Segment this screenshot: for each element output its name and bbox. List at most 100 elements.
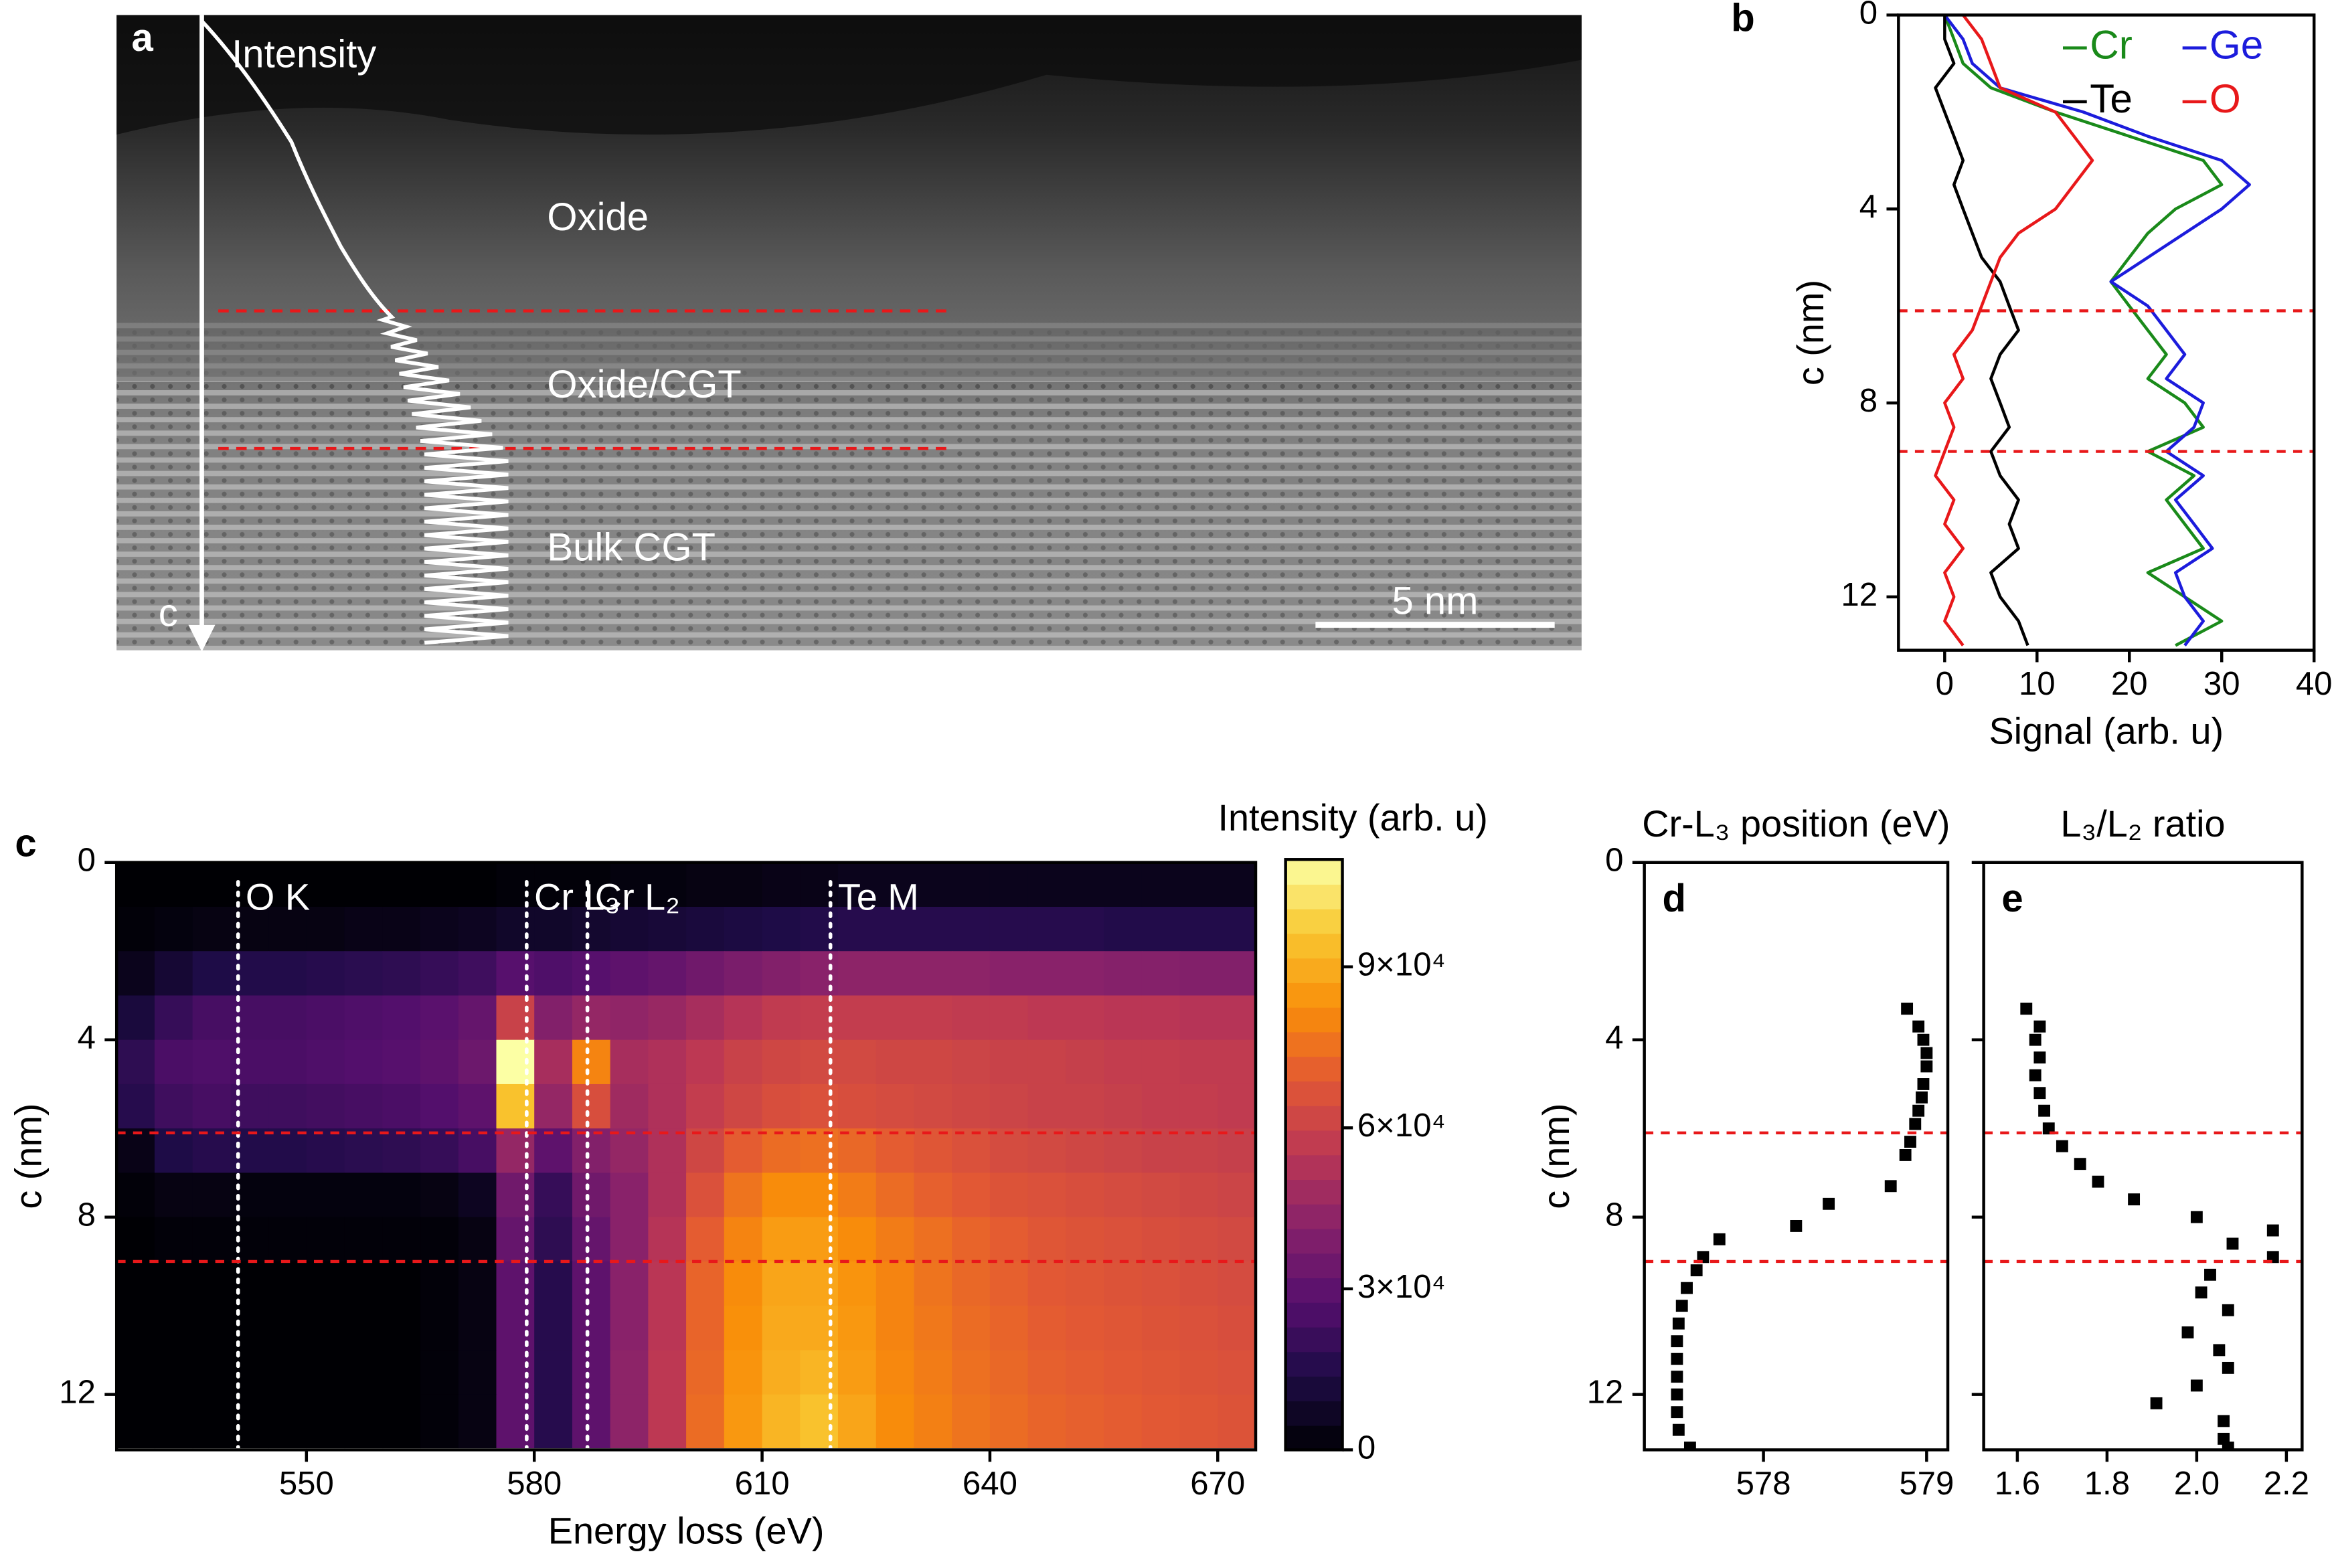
heatmap-cell [1141, 1128, 1181, 1174]
heatmap-cell [458, 1128, 497, 1174]
point [2195, 1286, 2208, 1299]
heatmap-cell [686, 1128, 725, 1174]
heatmap-cell [1104, 1350, 1143, 1395]
heatmap-cell [762, 1350, 801, 1395]
point [2029, 1033, 2042, 1046]
heatmap-cell [192, 1172, 232, 1218]
heatmap-cell [648, 1083, 687, 1130]
heatmap-cell [344, 1306, 384, 1351]
heatmap-cell [1066, 862, 1104, 907]
heatmap-cell [382, 1394, 421, 1449]
heatmap-cell [572, 1350, 611, 1395]
heatmap-cell [762, 1128, 801, 1174]
heatmap-cell [268, 995, 307, 1041]
heatmap-cell [420, 951, 459, 996]
colorbar-step [1285, 1203, 1343, 1229]
colorbar-step [1285, 1253, 1343, 1279]
heatmap-cell [458, 1306, 497, 1351]
heatmap-cell [458, 1083, 497, 1130]
heatmap-cell [876, 1350, 915, 1395]
heatmap-cell [1066, 1394, 1104, 1449]
annotation: Oxide/CGT [547, 363, 741, 406]
heatmap-cell [648, 1394, 687, 1449]
x-tick-label: 550 [279, 1466, 334, 1502]
heatmap-cell [1066, 1217, 1104, 1262]
heatmap-cell [306, 1128, 345, 1174]
heatmap-cell [989, 1350, 1029, 1395]
heatmap-cell [989, 1217, 1029, 1262]
heatmap-cell [989, 1394, 1029, 1449]
heatmap-cell [496, 1261, 535, 1307]
point [2190, 1211, 2203, 1223]
point [1790, 1219, 1803, 1232]
heatmap-cell [116, 1350, 155, 1395]
colorbar-step [1285, 958, 1343, 983]
heatmap-cell [496, 862, 535, 907]
heatmap-cell [268, 1306, 307, 1351]
heatmap-cell [914, 1128, 953, 1174]
heatmap-cell [1141, 1261, 1181, 1307]
point [2033, 1087, 2046, 1100]
heatmap-cell [724, 862, 763, 907]
heatmap-cell [192, 1350, 232, 1395]
heatmap-cell [116, 951, 155, 996]
y-tick-label: 8 [1859, 383, 1878, 419]
heatmap-cell [154, 862, 193, 907]
heatmap-cell [989, 1306, 1029, 1351]
heatmap-cell [1027, 1306, 1067, 1351]
heatmap-cell [192, 1306, 232, 1351]
heatmap-cell [762, 995, 801, 1041]
colorbar-label: Intensity (arb. u) [1218, 796, 1487, 839]
heatmap-cell [534, 1128, 573, 1174]
heatmap-cell [420, 1128, 459, 1174]
heatmap-cell [572, 995, 611, 1041]
heatmap-cell [458, 1350, 497, 1395]
heatmap-cell [1104, 906, 1143, 952]
colorbar-step [1285, 859, 1343, 885]
point [1672, 1317, 1685, 1330]
heatmap-cell [496, 1350, 535, 1395]
heatmap-cell [420, 1306, 459, 1351]
heatmap-cell [1179, 906, 1219, 952]
heatmap-cell [458, 951, 497, 996]
heatmap-cell [496, 1217, 535, 1262]
heatmap-cell [952, 1261, 991, 1307]
colorbar-tick-label: 9×10⁴ [1357, 947, 1446, 983]
heatmap-cell [1066, 906, 1104, 952]
heatmap-cell [686, 1217, 725, 1262]
y-tick-label: 4 [1605, 1020, 1623, 1056]
axes-frame [1897, 13, 2316, 652]
colorbar-step [1285, 1376, 1343, 1401]
heatmap-cell [344, 1083, 384, 1130]
plot-area [1983, 1003, 2303, 1450]
x-tick-label: 0 [1936, 666, 1954, 702]
heatmap-cell [724, 1172, 763, 1218]
heatmap-cell [154, 1350, 193, 1395]
point [2056, 1140, 2068, 1152]
heatmap-cell [230, 1261, 269, 1307]
colorbar-tick-label: 6×10⁴ [1357, 1108, 1446, 1144]
y-tick-label: 8 [1605, 1197, 1623, 1233]
heatmap-cell [800, 1172, 839, 1218]
heatmap-cell [1027, 1261, 1067, 1307]
y-tick-label: 0 [1605, 843, 1623, 879]
heatmap-cell [1066, 1039, 1104, 1085]
axes-frame [114, 861, 1258, 1452]
heatmap-cell [762, 1217, 801, 1262]
panel-title: L₃/L₂ ratio [2060, 802, 2225, 845]
heatmap-cell [989, 995, 1029, 1041]
heatmap-cell [762, 1172, 801, 1218]
heatmap-cell [610, 1394, 649, 1449]
heatmap-cell [116, 1261, 155, 1307]
heatmap-cell [1141, 1306, 1181, 1351]
heatmap-cell [382, 951, 421, 996]
heatmap-cell [686, 951, 725, 996]
heatmap-cell [458, 862, 497, 907]
heatmap-cell [534, 1306, 573, 1351]
point [2033, 1020, 2046, 1033]
heatmap-cell [344, 1039, 384, 1085]
heatmap-cell [762, 1306, 801, 1351]
y-tick-label: 8 [78, 1197, 96, 1233]
heatmap-cell [1141, 1039, 1181, 1085]
heatmap-cell [344, 1350, 384, 1395]
